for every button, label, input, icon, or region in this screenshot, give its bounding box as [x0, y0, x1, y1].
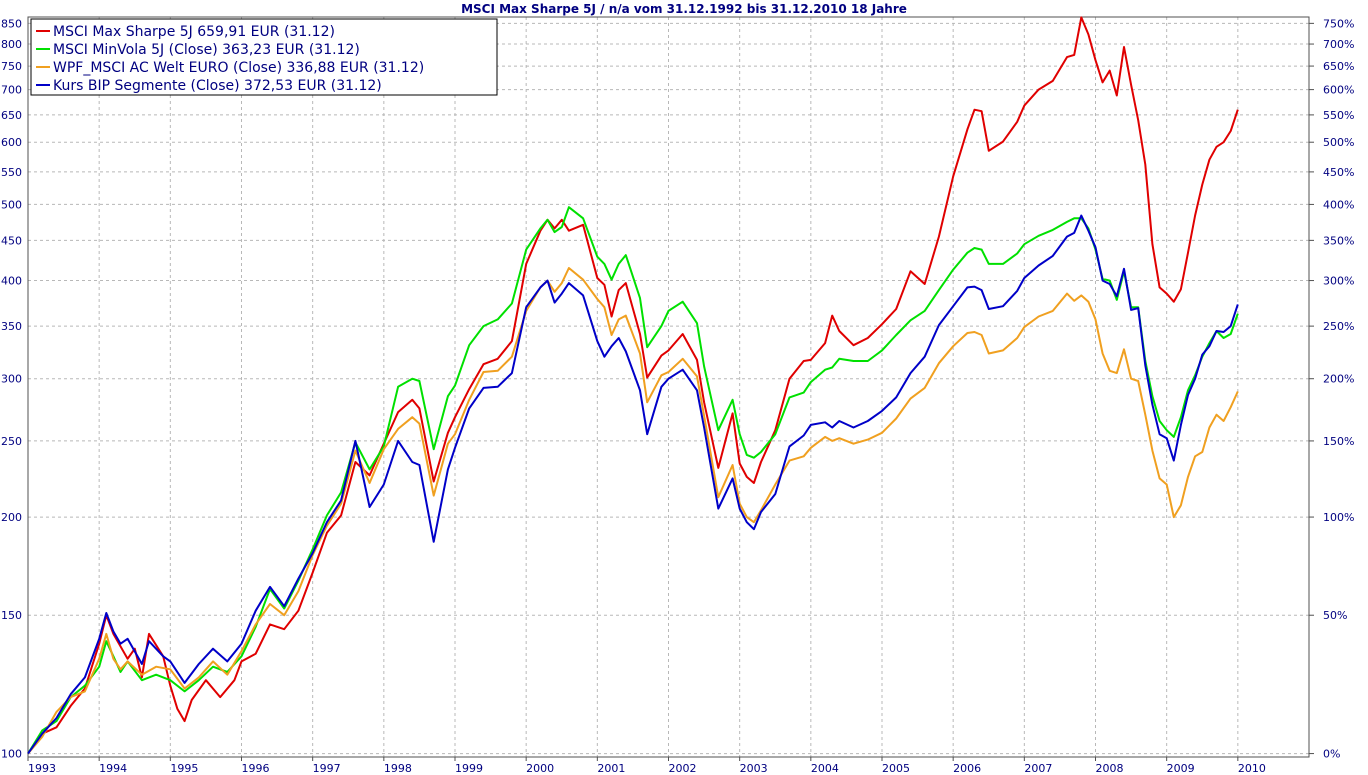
y-tick-left: 500 [1, 198, 22, 211]
y-tick-right: 100% [1323, 511, 1354, 524]
x-tick-label: 2007 [1024, 762, 1052, 775]
x-tick-label: 1993 [28, 762, 56, 775]
y-tick-right: 250% [1323, 320, 1354, 333]
series-line-1 [27, 16, 1239, 755]
x-tick-label: 2003 [740, 762, 768, 775]
y-tick-left: 150 [1, 609, 22, 622]
y-tick-left: 550 [1, 166, 22, 179]
y-tick-left: 650 [1, 109, 22, 122]
legend: MSCI Max Sharpe 5J 659,91 EUR (31.12) MSC… [30, 18, 498, 96]
series-line-2 [27, 206, 1239, 755]
legend-label: MSCI Max Sharpe 5J 659,91 EUR (31.12) [53, 24, 335, 40]
x-tick-label: 2006 [953, 762, 981, 775]
x-tick-label: 2000 [526, 762, 554, 775]
legend-label: MSCI MinVola 5J (Close) 363,23 EUR (31.1… [53, 42, 360, 58]
y-tick-right: 50% [1323, 609, 1347, 622]
y-tick-right: 400% [1323, 198, 1354, 211]
y-tick-left: 450 [1, 234, 22, 247]
x-tick-label: 1994 [99, 762, 127, 775]
y-tick-right: 450% [1323, 166, 1354, 179]
y-tick-left: 800 [1, 38, 22, 51]
legend-box [30, 18, 498, 96]
y-tick-right: 200% [1323, 373, 1354, 386]
y-tick-right: 350% [1323, 234, 1354, 247]
y-tick-right: 150% [1323, 435, 1354, 448]
series-line-3 [27, 267, 1239, 755]
legend-label: Kurs BIP Segmente (Close) 372,53 EUR (31… [53, 78, 382, 94]
y-tick-right: 500% [1323, 136, 1354, 149]
x-tick-label: 2005 [882, 762, 910, 775]
x-tick-label: 1998 [384, 762, 412, 775]
y-tick-right: 700% [1323, 38, 1354, 51]
y-tick-left: 350 [1, 320, 22, 333]
y-tick-left: 850 [1, 17, 22, 30]
y-tick-left: 200 [1, 511, 22, 524]
x-tick-label: 2004 [811, 762, 839, 775]
x-tick-label: 2002 [669, 762, 697, 775]
y-tick-left: 600 [1, 136, 22, 149]
y-tick-right: 550% [1323, 109, 1354, 122]
y-tick-left: 700 [1, 84, 22, 97]
axis-layer: 100 0% 150 50% 200 100% 250 150% 300 200% 350 250% 4… [1, 17, 1354, 775]
x-tick-label: 2001 [597, 762, 625, 775]
series-line-4 [27, 214, 1239, 755]
x-tick-label: 1999 [455, 762, 483, 775]
x-tick-label: 2008 [1096, 762, 1124, 775]
y-tick-left: 100 [1, 748, 22, 761]
y-tick-left: 250 [1, 435, 22, 448]
x-tick-label: 1995 [170, 762, 198, 775]
x-tick-label: 2009 [1167, 762, 1195, 775]
y-tick-right: 300% [1323, 275, 1354, 288]
series-layer [27, 16, 1239, 755]
y-tick-left: 750 [1, 60, 22, 73]
legend-label: WPF_MSCI AC Welt EURO (Close) 336,88 EUR… [53, 60, 424, 76]
y-tick-right: 600% [1323, 84, 1354, 97]
grid-layer [27, 17, 1309, 757]
y-tick-left: 400 [1, 275, 22, 288]
x-tick-label: 1996 [242, 762, 270, 775]
y-tick-left: 300 [1, 373, 22, 386]
y-tick-right: 0% [1323, 748, 1340, 761]
chart-title: MSCI Max Sharpe 5J / n/a vom 31.12.1992 … [461, 2, 907, 16]
x-tick-label: 1997 [313, 762, 341, 775]
y-tick-right: 650% [1323, 60, 1354, 73]
y-tick-right: 750% [1323, 17, 1354, 30]
x-tick-label: 2010 [1238, 762, 1266, 775]
